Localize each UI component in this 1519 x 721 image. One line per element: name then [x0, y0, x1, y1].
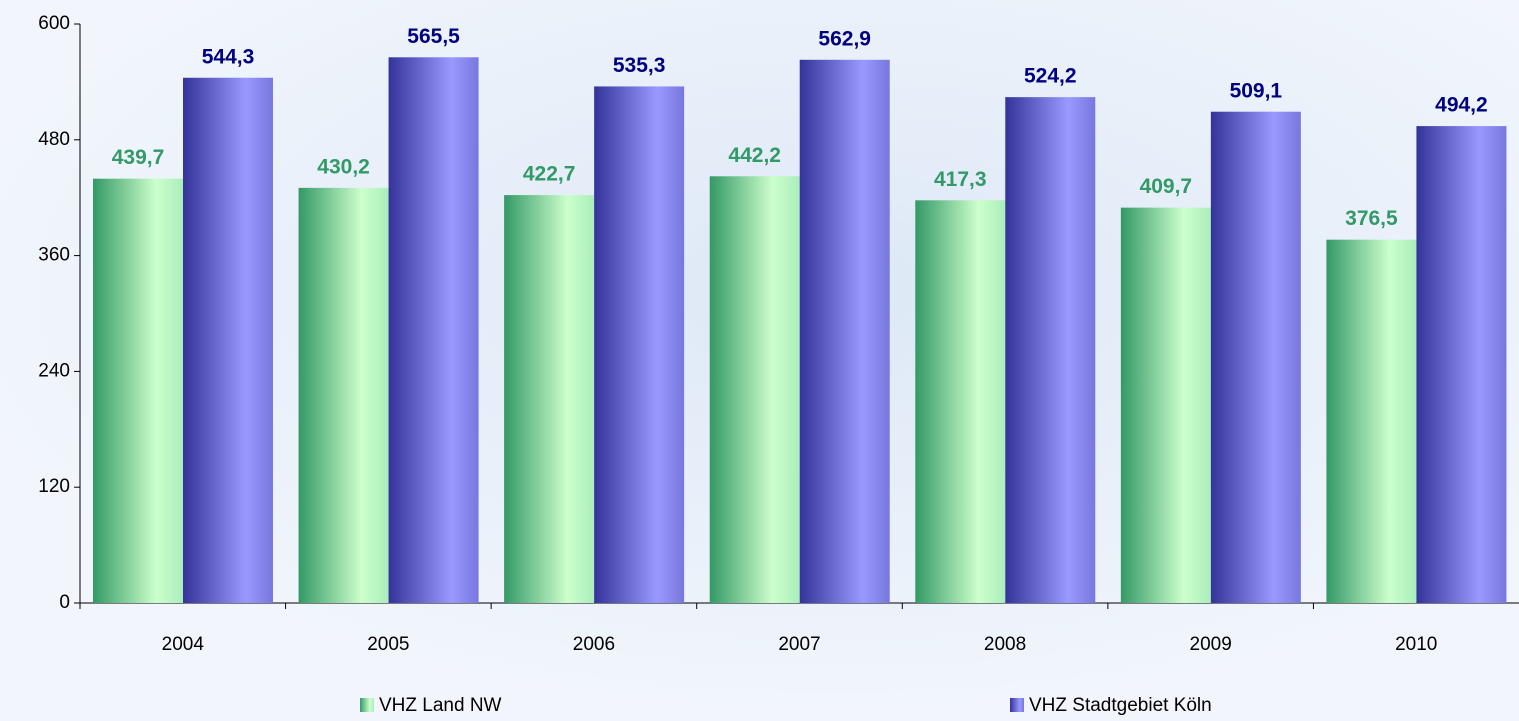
bar — [915, 200, 1006, 604]
bar — [183, 77, 273, 604]
bar — [298, 187, 389, 603]
bar — [1005, 97, 1096, 603]
value-label: 439,7 — [112, 146, 165, 169]
bar — [93, 178, 183, 603]
value-label: 430,2 — [317, 155, 370, 178]
value-label: 565,5 — [407, 25, 460, 48]
y-tick-label: 0 — [59, 592, 70, 613]
y-tick-label: 360 — [38, 245, 70, 266]
x-tick-label: 2006 — [573, 634, 615, 655]
y-tick-label: 120 — [38, 476, 70, 497]
x-tick-label: 2008 — [984, 634, 1026, 655]
legend-swatch — [360, 698, 374, 712]
value-label: 376,5 — [1345, 207, 1398, 230]
x-tick-label: 2010 — [1395, 634, 1437, 655]
x-tick-label: 2005 — [367, 634, 409, 655]
value-label: 417,3 — [934, 168, 987, 191]
bar — [1120, 207, 1211, 603]
value-label: 409,7 — [1140, 175, 1193, 198]
value-label: 535,3 — [613, 54, 666, 77]
y-tick-label: 600 — [38, 13, 70, 34]
legend-swatch — [1010, 698, 1024, 712]
bar — [388, 57, 479, 604]
value-label: 524,2 — [1024, 65, 1077, 88]
x-tick-label: 2004 — [162, 634, 205, 655]
bar — [1416, 126, 1507, 604]
value-label: 494,2 — [1435, 94, 1488, 117]
value-label: 562,9 — [818, 27, 871, 50]
value-label: 442,2 — [728, 144, 781, 167]
x-tick-label: 2009 — [1190, 634, 1232, 655]
y-tick-label: 480 — [38, 129, 70, 150]
bar — [709, 176, 800, 604]
bar — [594, 86, 685, 604]
legend-label: VHZ Stadtgebiet Köln — [1029, 695, 1212, 716]
value-label: 509,1 — [1230, 79, 1283, 102]
bar — [1326, 239, 1417, 604]
legend-label: VHZ Land NW — [379, 695, 502, 716]
value-label: 422,7 — [523, 163, 576, 186]
bar — [799, 59, 890, 603]
bar — [504, 195, 595, 604]
value-label: 544,3 — [202, 45, 255, 68]
y-tick-label: 240 — [38, 360, 70, 381]
bar — [1210, 111, 1301, 603]
x-tick-label: 2007 — [778, 634, 820, 655]
